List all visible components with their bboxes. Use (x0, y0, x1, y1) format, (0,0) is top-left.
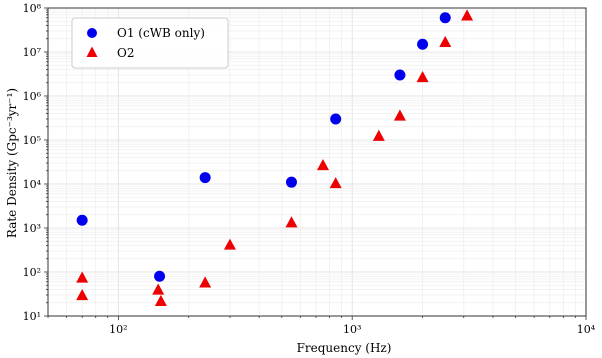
data-point-o1 (76, 214, 88, 226)
y-tick-label: 10² (23, 266, 41, 279)
x-tick-label: 10² (109, 323, 127, 336)
legend-marker-o1 (87, 28, 97, 38)
data-point-o2 (439, 35, 452, 47)
y-tick-label: 10³ (23, 222, 41, 235)
data-point-o2 (393, 109, 406, 121)
data-point-o1 (394, 69, 406, 81)
legend: O1 (cWB only) O2 (71, 17, 229, 69)
data-point-o1 (330, 113, 342, 125)
y-tick-label: 10⁵ (23, 134, 41, 147)
legend-marker-o2 (86, 46, 98, 57)
data-point-o2 (152, 283, 165, 295)
data-point-o2 (76, 289, 89, 301)
x-axis-label: Frequency (Hz) (297, 341, 392, 355)
data-point-o1 (439, 12, 451, 24)
y-tick-label: 10⁶ (23, 90, 42, 103)
plot-frame (47, 7, 587, 317)
y-axis-label: Rate Density (Gpc⁻³yr⁻¹) (5, 88, 19, 238)
data-point-o1 (417, 38, 429, 50)
legend-label-o1: O1 (cWB only) (117, 26, 205, 40)
data-point-o2 (329, 177, 342, 189)
data-point-o2 (372, 129, 385, 141)
data-point-o2 (416, 71, 429, 83)
legend-box (71, 17, 229, 69)
y-tick-label: 10¹ (23, 310, 41, 323)
data-point-o2 (76, 271, 89, 283)
data-point-o1 (199, 172, 211, 184)
axis-ticks: 10² 10³ 10⁴ 10¹ 10² 10³ 10⁴ 10⁵ 10⁶ 10⁷ 10⁸ (23, 2, 596, 336)
data-point-o1 (154, 270, 166, 282)
data-point-o2 (461, 9, 474, 21)
data-point-o2 (154, 294, 167, 307)
y-tick-label: 10⁷ (23, 46, 42, 59)
data-point-o1 (285, 176, 297, 188)
y-tick-label: 10⁸ (23, 2, 42, 15)
data-point-o2 (316, 159, 329, 171)
data-marks (76, 9, 474, 307)
data-point-o2 (285, 216, 298, 228)
x-tick-label: 10³ (343, 323, 361, 336)
legend-label-o2: O2 (117, 46, 134, 60)
y-tick-label: 10⁴ (23, 178, 42, 191)
data-point-o2 (223, 238, 236, 250)
data-point-o2 (199, 276, 212, 288)
x-tick-label: 10⁴ (577, 323, 596, 336)
